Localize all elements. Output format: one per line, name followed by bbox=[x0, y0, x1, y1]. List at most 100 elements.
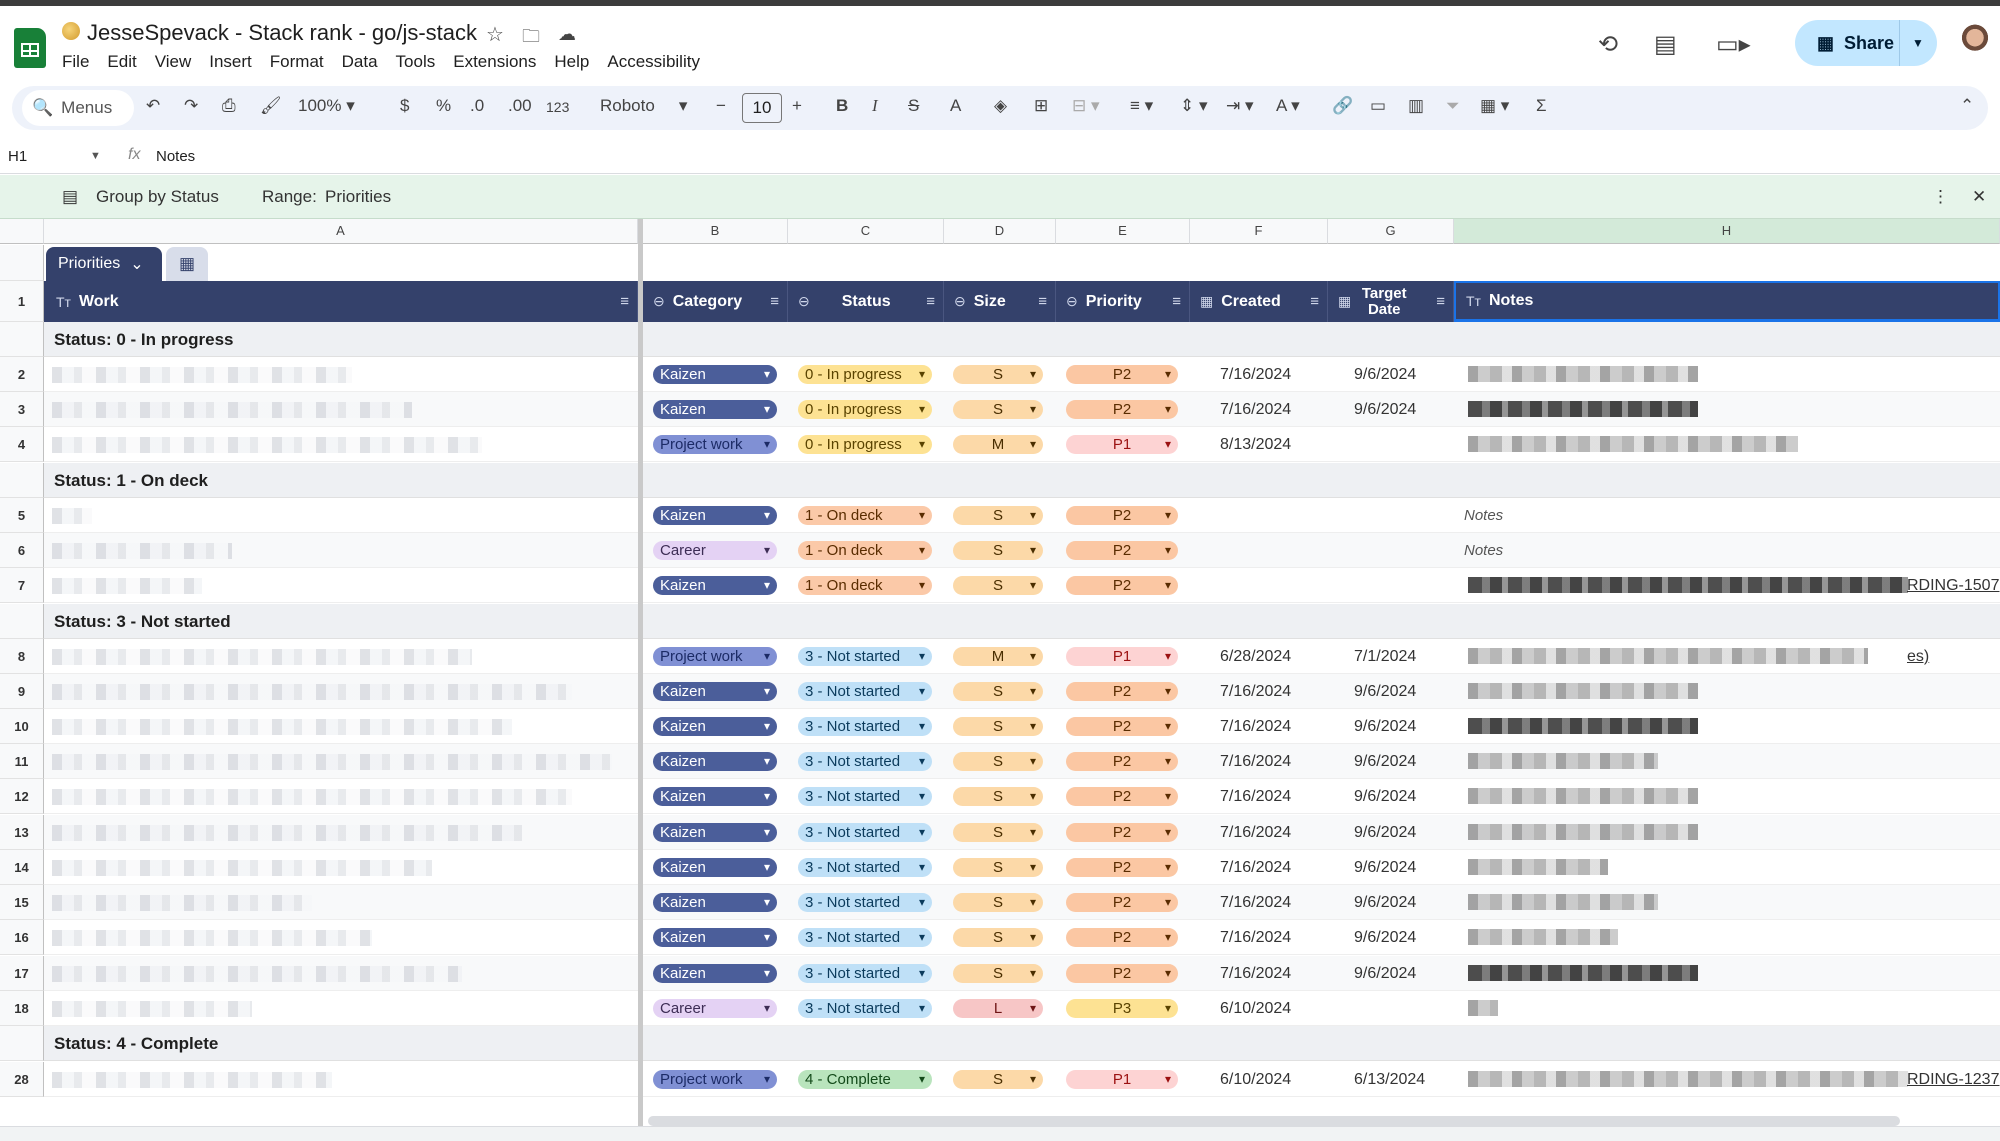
table-row[interactable] bbox=[44, 498, 2000, 533]
category-chip[interactable]: Kaizen bbox=[653, 576, 777, 595]
priority-chip[interactable]: P2 bbox=[1066, 682, 1178, 701]
filter-icon[interactable]: ≡ bbox=[1038, 293, 1047, 310]
category-chip[interactable]: Kaizen bbox=[653, 752, 777, 771]
row-number[interactable]: 1 bbox=[0, 281, 44, 322]
undo-icon[interactable]: ↶ bbox=[146, 96, 161, 115]
row-number[interactable]: 3 bbox=[0, 392, 44, 427]
text-color-button[interactable]: A bbox=[950, 96, 962, 115]
category-chip[interactable]: Kaizen bbox=[653, 858, 777, 877]
priority-chip[interactable]: P2 bbox=[1066, 576, 1178, 595]
percent-button[interactable]: % bbox=[436, 96, 452, 115]
created-date[interactable]: 7/16/2024 bbox=[1220, 718, 1292, 735]
created-date[interactable]: 7/16/2024 bbox=[1220, 965, 1292, 982]
close-icon[interactable]: ✕ bbox=[1972, 187, 1987, 206]
status-chip[interactable]: 3 - Not started bbox=[798, 752, 932, 771]
category-chip[interactable]: Kaizen bbox=[653, 506, 777, 525]
size-chip[interactable]: S bbox=[953, 787, 1043, 806]
group-by-status-button[interactable]: Group by Status bbox=[96, 187, 219, 206]
share-dropdown-icon[interactable]: ▼ bbox=[1912, 36, 1924, 50]
created-date[interactable]: 7/16/2024 bbox=[1220, 929, 1292, 946]
status-chip[interactable]: 3 - Not started bbox=[798, 999, 932, 1018]
filter-icon[interactable]: ≡ bbox=[770, 293, 779, 310]
status-chip[interactable]: 3 - Not started bbox=[798, 928, 932, 947]
category-chip[interactable]: Project work bbox=[653, 1070, 777, 1089]
frozen-column-divider[interactable] bbox=[638, 219, 643, 1130]
notes-placeholder[interactable]: Notes bbox=[1464, 507, 1504, 524]
row-number[interactable]: 17 bbox=[0, 956, 44, 991]
header-created[interactable]: ▦ Created ≡ bbox=[1190, 281, 1328, 322]
row-number[interactable]: 4 bbox=[0, 427, 44, 462]
column-header-e[interactable]: E bbox=[1056, 219, 1190, 244]
font-size-increase-icon[interactable]: + bbox=[792, 96, 802, 115]
category-chip[interactable]: Kaizen bbox=[653, 964, 777, 983]
created-date[interactable]: 6/28/2024 bbox=[1220, 648, 1292, 665]
formula-input[interactable]: Notes bbox=[156, 148, 196, 165]
created-date[interactable]: 6/10/2024 bbox=[1220, 1071, 1292, 1088]
category-chip[interactable]: Kaizen bbox=[653, 823, 777, 842]
created-date[interactable]: 8/13/2024 bbox=[1220, 436, 1292, 453]
text-rotation-icon[interactable]: A ▾ bbox=[1276, 96, 1300, 115]
row-number[interactable]: 14 bbox=[0, 850, 44, 885]
priority-chip[interactable]: P2 bbox=[1066, 823, 1178, 842]
notes-link-text[interactable]: RDING-1237 bbox=[1907, 1071, 2000, 1088]
priority-chip[interactable]: P2 bbox=[1066, 928, 1178, 947]
menu-help[interactable]: Help bbox=[554, 52, 590, 71]
row-number[interactable]: 13 bbox=[0, 815, 44, 850]
priority-chip[interactable]: P2 bbox=[1066, 506, 1178, 525]
row-number[interactable]: 15 bbox=[0, 885, 44, 920]
row-number[interactable]: 8 bbox=[0, 639, 44, 674]
name-box[interactable]: H1 bbox=[8, 148, 28, 165]
menu-insert[interactable]: Insert bbox=[209, 52, 252, 71]
size-chip[interactable]: S bbox=[953, 964, 1043, 983]
document-title[interactable]: JesseSpevack - Stack rank - go/js-stack bbox=[87, 20, 478, 45]
created-date[interactable]: 7/16/2024 bbox=[1220, 683, 1292, 700]
size-chip[interactable]: S bbox=[953, 752, 1043, 771]
menu-file[interactable]: File bbox=[62, 52, 90, 71]
status-chip[interactable]: 4 - Complete bbox=[798, 1070, 932, 1089]
size-chip[interactable]: S bbox=[953, 576, 1043, 595]
size-chip[interactable]: M bbox=[953, 647, 1043, 666]
collapse-toolbar-icon[interactable]: ⌃ bbox=[1960, 96, 1975, 115]
table-row[interactable] bbox=[44, 357, 2000, 392]
menu-extensions[interactable]: Extensions bbox=[453, 52, 537, 71]
column-header-h[interactable]: H bbox=[1454, 219, 2000, 244]
row-number[interactable]: 5 bbox=[0, 498, 44, 533]
row-number[interactable]: 11 bbox=[0, 744, 44, 779]
table-row[interactable] bbox=[44, 850, 2000, 885]
table-name-chip[interactable]: Priorities ⌄ bbox=[46, 247, 162, 281]
row-number[interactable]: 12 bbox=[0, 779, 44, 814]
size-chip[interactable]: S bbox=[953, 717, 1043, 736]
menu-format[interactable]: Format bbox=[269, 52, 324, 71]
row-number[interactable]: 9 bbox=[0, 674, 44, 709]
sheets-logo-icon[interactable] bbox=[14, 28, 46, 68]
status-chip[interactable]: 3 - Not started bbox=[798, 682, 932, 701]
comments-icon[interactable]: ▤ bbox=[1654, 31, 1677, 58]
notes-placeholder[interactable]: Notes bbox=[1464, 542, 1504, 559]
category-chip[interactable]: Project work bbox=[653, 647, 777, 666]
currency-button[interactable]: $ bbox=[400, 96, 410, 115]
filter-icon[interactable]: ≡ bbox=[1172, 293, 1181, 310]
priority-chip[interactable]: P2 bbox=[1066, 752, 1178, 771]
target-date[interactable]: 7/1/2024 bbox=[1354, 648, 1417, 665]
status-chip[interactable]: 1 - On deck bbox=[798, 541, 932, 560]
category-chip[interactable]: Kaizen bbox=[653, 893, 777, 912]
status-chip[interactable]: 3 - Not started bbox=[798, 647, 932, 666]
column-header-g[interactable]: G bbox=[1328, 219, 1454, 244]
more-options-icon[interactable]: ⋮ bbox=[1932, 187, 1949, 206]
header-work[interactable]: Tт Work ≡ bbox=[44, 281, 638, 322]
menu-edit[interactable]: Edit bbox=[107, 52, 137, 71]
borders-icon[interactable]: ⊞ bbox=[1034, 96, 1049, 115]
menu-tools[interactable]: Tools bbox=[395, 52, 436, 71]
category-chip[interactable]: Project work bbox=[653, 435, 777, 454]
created-date[interactable]: 7/16/2024 bbox=[1220, 859, 1292, 876]
priority-chip[interactable]: P2 bbox=[1066, 365, 1178, 384]
priority-chip[interactable]: P3 bbox=[1066, 999, 1178, 1018]
status-chip[interactable]: 3 - Not started bbox=[798, 964, 932, 983]
target-date[interactable]: 9/6/2024 bbox=[1354, 929, 1417, 946]
font-size-input[interactable]: 10 bbox=[742, 93, 782, 123]
table-row[interactable] bbox=[44, 779, 2000, 814]
table-row[interactable] bbox=[44, 568, 2000, 603]
created-date[interactable]: 6/10/2024 bbox=[1220, 1000, 1292, 1017]
font-size-decrease-icon[interactable]: − bbox=[716, 96, 726, 115]
created-date[interactable]: 7/16/2024 bbox=[1220, 894, 1292, 911]
